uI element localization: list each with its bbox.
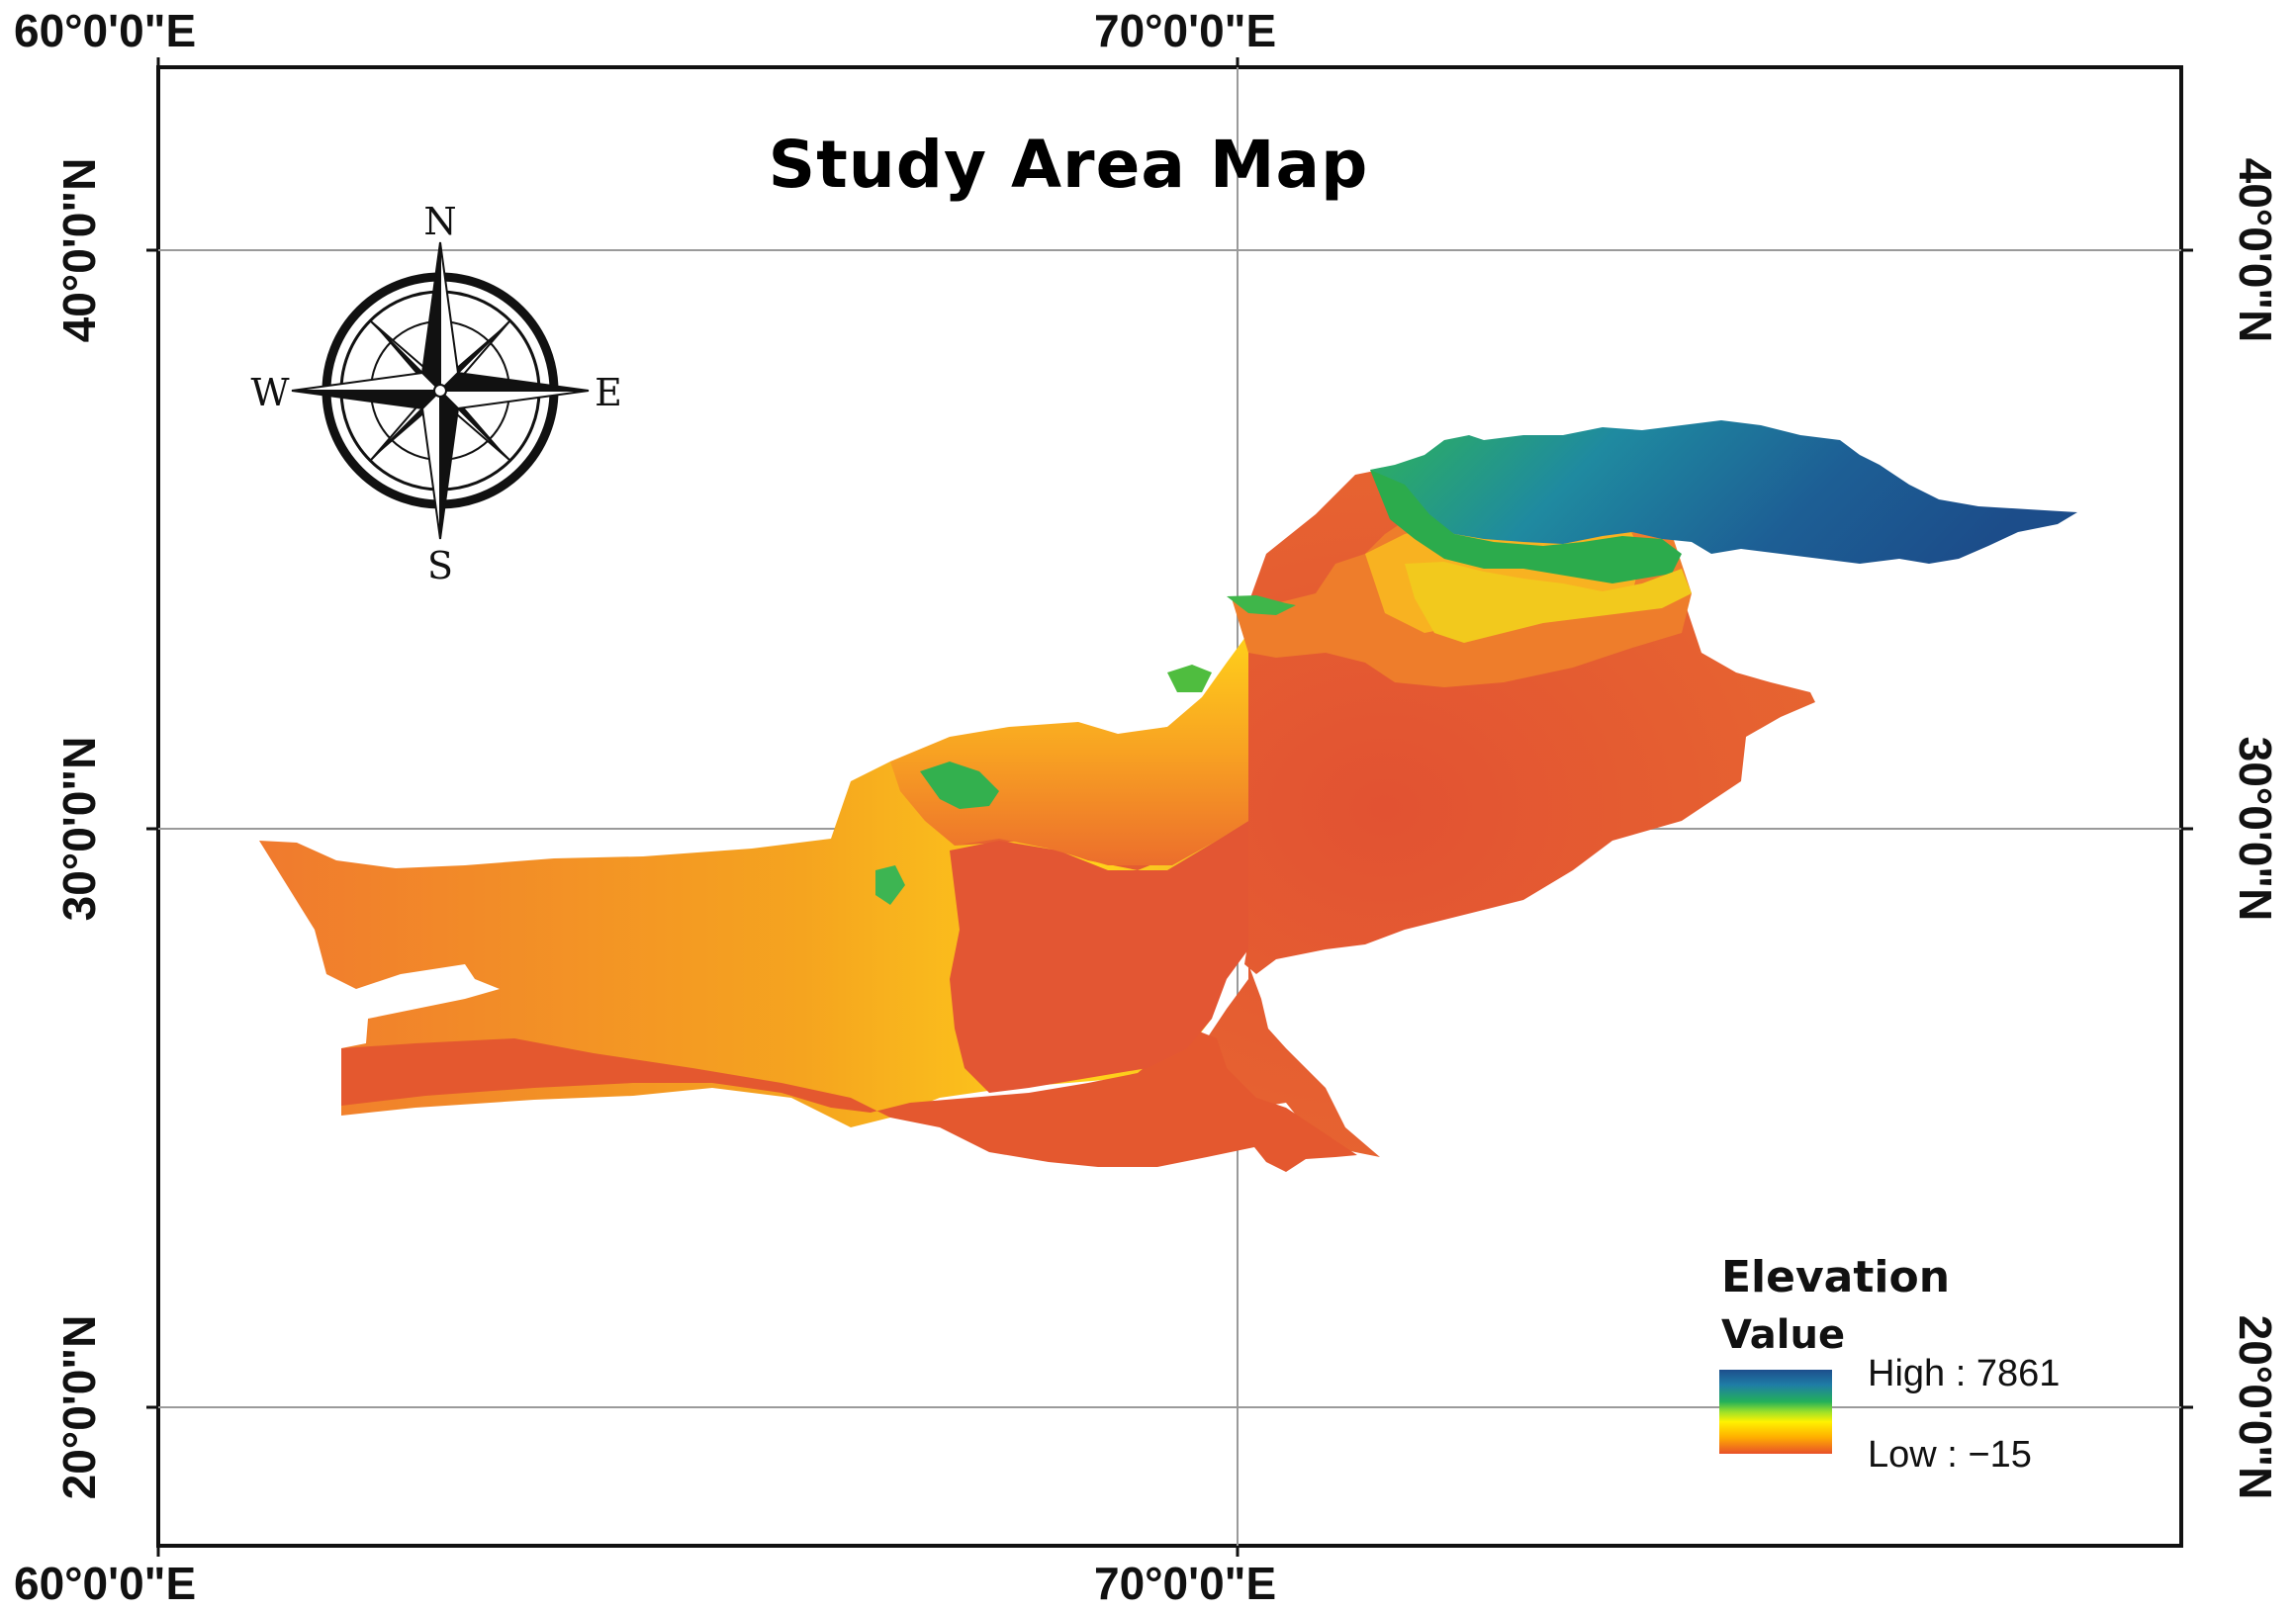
northern-highlands	[1370, 420, 2077, 564]
map-title: Study Area Map	[768, 127, 1369, 203]
compass-east-label: E	[595, 371, 622, 414]
right-latitude-label: 30°0'0"N	[2230, 736, 2281, 922]
legend-subheading: Value	[1721, 1312, 1846, 1358]
top-longitude-label: 70°0'0"E	[1094, 5, 1277, 56]
green-patch	[1227, 595, 1296, 615]
yellow-margin	[1405, 562, 1692, 643]
foothill-belt	[890, 633, 1248, 865]
compass-south-label: S	[427, 544, 453, 587]
bottom-longitude-label: 60°0'0"E	[14, 1558, 197, 1609]
green-patch	[875, 865, 905, 905]
legend-low-label: Low : −15	[1868, 1434, 2032, 1476]
frame-ticks	[146, 57, 2193, 1557]
elevation-raster	[259, 420, 2077, 1172]
right-latitude-label: 20°0'0"N	[2230, 1314, 2281, 1500]
legend-heading: Elevation	[1721, 1252, 1951, 1302]
compass-west-label: W	[250, 371, 289, 414]
green-transition	[1370, 470, 1682, 583]
legend-high-label: High : 7861	[1868, 1353, 2061, 1394]
right-latitude-label: 40°0'0"N	[2230, 157, 2281, 343]
indus-plain	[950, 821, 1248, 1093]
coastal-lowland	[341, 1029, 1357, 1172]
left-latitude-label: 20°0'0"N	[53, 1314, 105, 1500]
left-latitude-label: 30°0'0"N	[53, 736, 105, 922]
compass-north-label: N	[423, 200, 456, 243]
top-longitude-label: 60°0'0"E	[14, 5, 197, 56]
elevation-color-ramp	[1719, 1370, 1832, 1454]
bottom-longitude-label: 70°0'0"E	[1094, 1558, 1277, 1609]
green-patch	[920, 762, 999, 809]
map-frame	[156, 65, 2183, 1548]
green-patch	[1167, 665, 1212, 692]
left-latitude-label: 40°0'0"N	[53, 157, 105, 343]
compass-rose-icon: N S E W	[250, 200, 621, 587]
